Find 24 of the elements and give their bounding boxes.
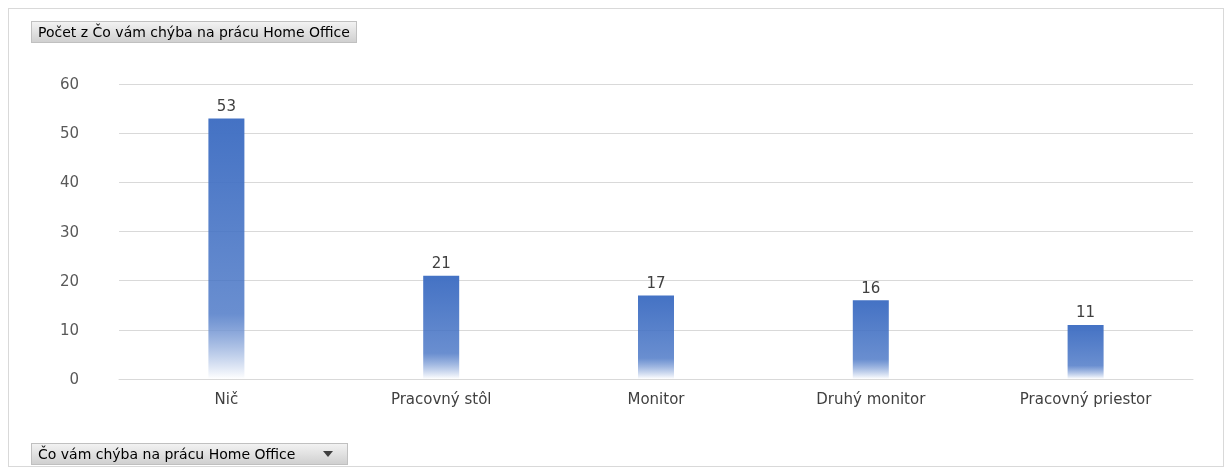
bar: [1067, 324, 1104, 379]
x-axis-title: Čo vám chýba na prácu Home Office: [38, 446, 296, 462]
x-tick-label: Druhý monitor: [816, 389, 927, 408]
x-tick-label: Monitor: [627, 389, 686, 408]
bar: [638, 295, 674, 379]
data-label: 11: [1076, 303, 1096, 322]
y-tick-label: 40: [59, 173, 79, 192]
x-tick-label: Nič: [214, 389, 239, 408]
chart-title: Počet z Čo vám chýba na prácu Home Office: [31, 21, 357, 43]
bar: [208, 118, 245, 379]
data-label: 16: [861, 278, 881, 297]
y-tick-label: 50: [59, 124, 79, 143]
y-tick-label: 20: [59, 271, 79, 290]
y-tick-label: 10: [59, 320, 79, 339]
data-label: 53: [216, 96, 236, 115]
bar: [852, 300, 889, 379]
bar: [423, 275, 460, 379]
y-tick-label: 30: [59, 222, 79, 241]
data-label: 17: [646, 273, 666, 292]
x-tick-label: Pracovný stôl: [390, 389, 492, 408]
x-tick-label: Pracovný priestor: [1019, 389, 1153, 408]
y-tick-label: 60: [59, 75, 79, 93]
y-tick-label: 0: [69, 370, 79, 388]
data-label: 21: [431, 254, 451, 273]
